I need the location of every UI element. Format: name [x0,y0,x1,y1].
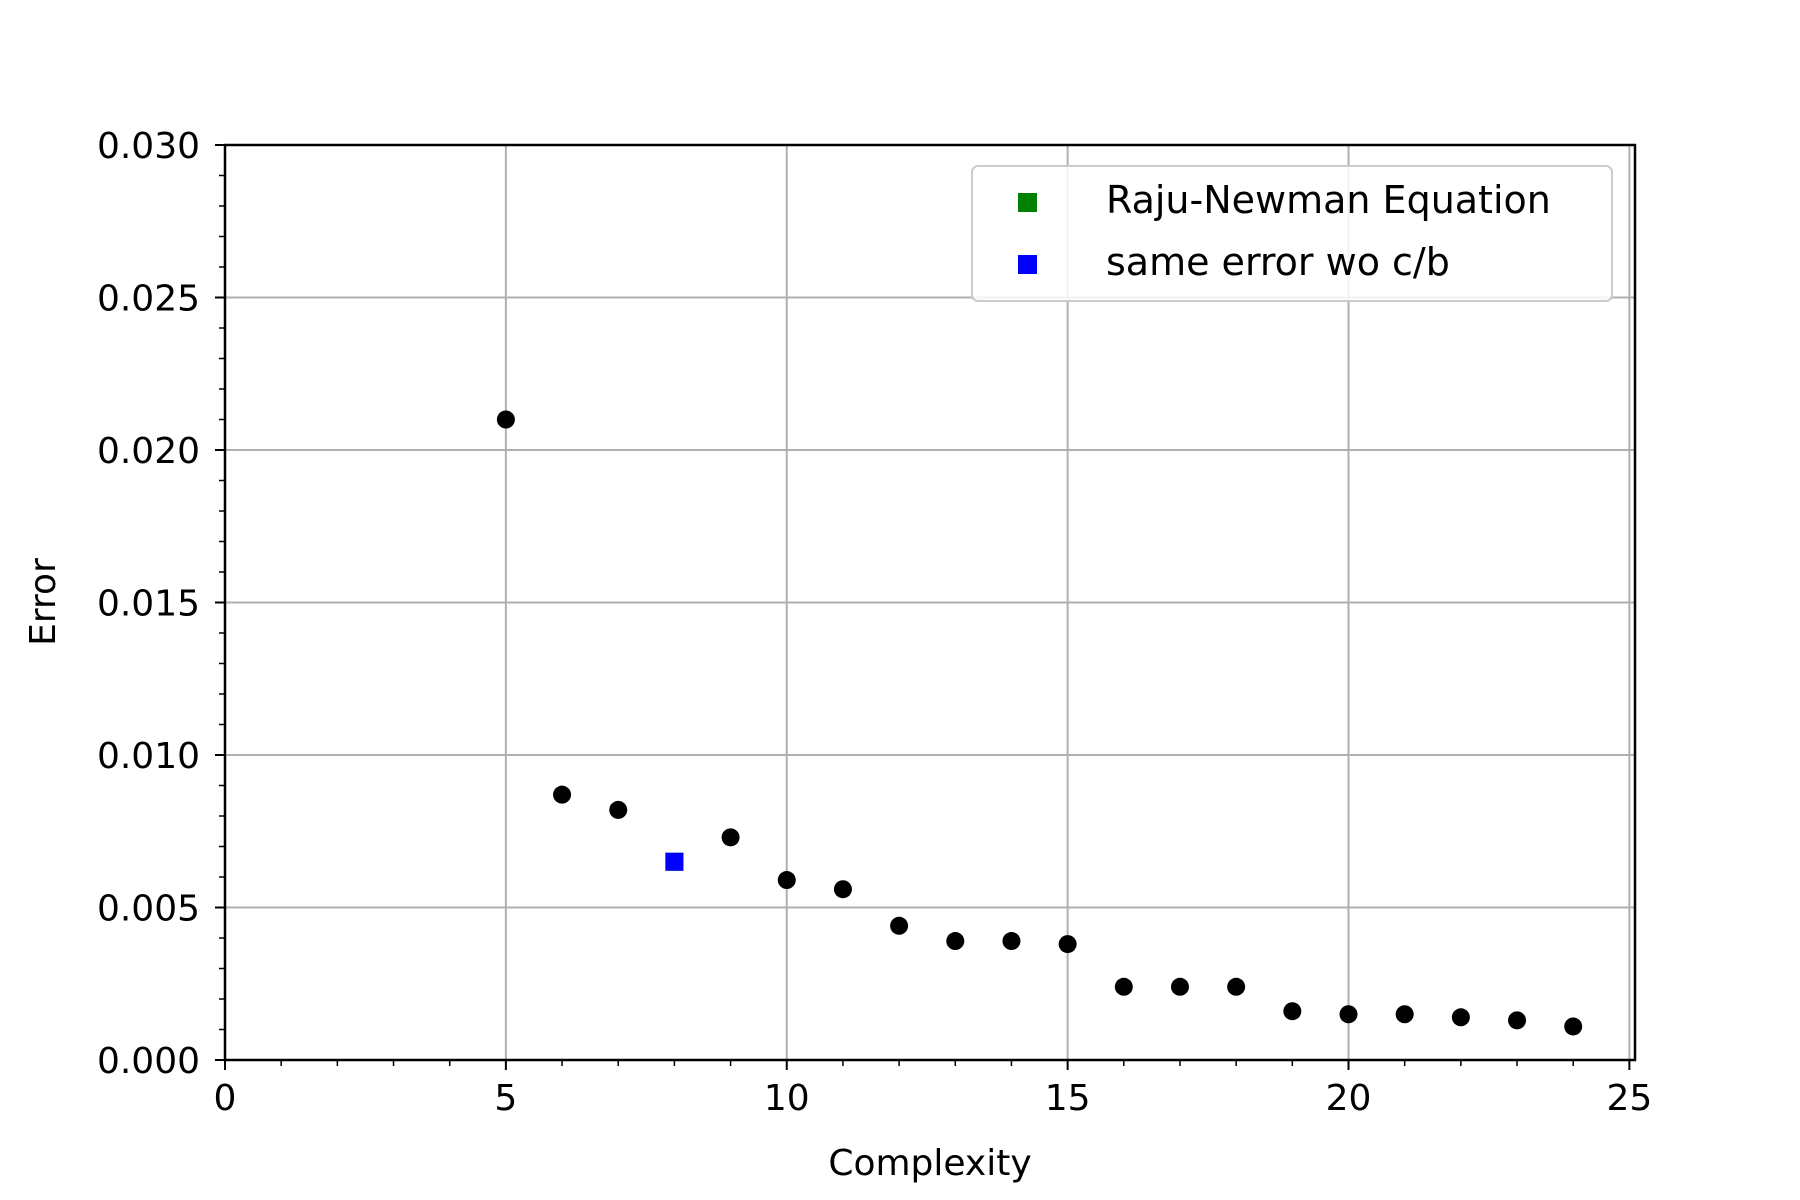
data-point [1564,1017,1583,1036]
data-points [496,410,1583,1036]
x-tick-label: 10 [764,1078,810,1119]
series-marker-1 [665,852,684,871]
legend-marker-same-error [1018,255,1037,274]
data-point [1058,935,1077,954]
data-point [721,828,740,847]
data-point [1114,977,1133,996]
x-tick-label: 15 [1045,1078,1091,1119]
data-point [777,871,796,890]
x-tick-label: 20 [1326,1078,1372,1119]
data-point [890,916,909,935]
x-axis-label: Complexity [828,1143,1031,1184]
data-point [1339,1005,1358,1024]
data-point [609,800,628,819]
x-tick-labels: 0 5 10 15 20 25 [214,1078,1653,1119]
y-tick-label: 0.010 [97,736,200,777]
data-point [1451,1008,1470,1027]
data-point [1508,1011,1527,1030]
data-point [1227,977,1246,996]
y-tick-label: 0.005 [97,889,200,930]
y-tick-label: 0.000 [97,1041,200,1082]
data-point [1170,977,1189,996]
x-tick-label: 0 [214,1078,237,1119]
x-tick-label: 25 [1606,1078,1652,1119]
series-markers [665,852,684,871]
y-tick-label: 0.015 [97,584,200,625]
data-point [946,932,965,951]
y-tick-label: 0.025 [97,279,200,320]
axis-ticks [215,144,1631,1070]
legend-label-raju-newman: Raju-Newman Equation [1106,178,1551,222]
data-point [496,410,515,429]
data-point [1283,1002,1302,1021]
data-point [1395,1005,1414,1024]
x-tick-label: 5 [494,1078,517,1119]
y-axis-label: Error [23,558,64,646]
legend-marker-raju-newman [1018,193,1037,212]
data-point [833,880,852,899]
y-tick-label: 0.030 [97,126,200,167]
legend-box [971,165,1613,302]
data-point [553,785,572,804]
legend-label-same-error: same error wo c/b [1106,240,1450,284]
y-tick-labels: 0.000 0.005 0.010 0.015 0.020 0.025 0.030 [97,126,200,1082]
legend: Raju-Newman Equation same error wo c/b [971,165,1613,302]
y-tick-label: 0.020 [97,431,200,472]
data-point [1002,932,1021,951]
